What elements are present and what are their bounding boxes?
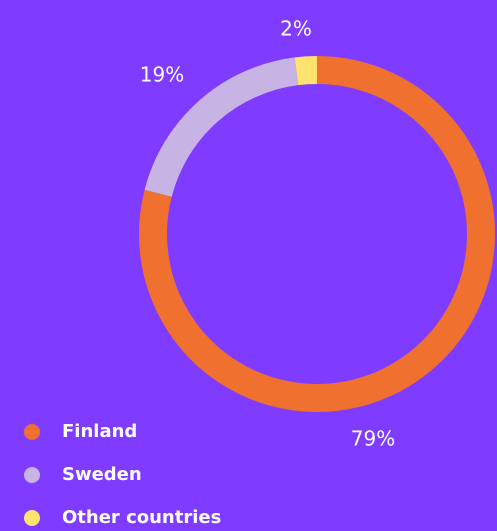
- value-label: 79%: [351, 427, 395, 451]
- legend-dot: [24, 424, 40, 440]
- legend-dot: [24, 467, 40, 483]
- legend-dot: [24, 510, 40, 526]
- legend-label: Finland: [62, 421, 137, 442]
- legend-label: Other countries: [62, 507, 221, 528]
- value-label: 2%: [280, 17, 312, 41]
- donut-segment: [144, 57, 299, 197]
- value-label: 19%: [140, 63, 184, 87]
- donut-segment: [294, 56, 318, 86]
- donut-segment: [139, 56, 495, 412]
- legend-label: Sweden: [62, 464, 142, 485]
